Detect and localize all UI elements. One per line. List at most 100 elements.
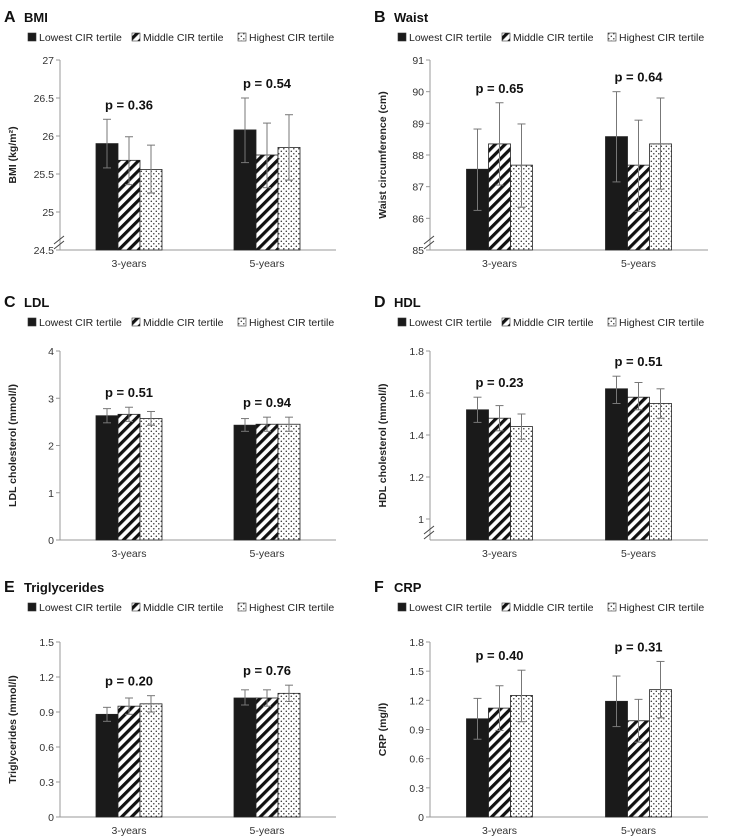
y-tick-label: 1: [418, 514, 424, 526]
bar: [510, 426, 533, 541]
legend-swatch: [607, 317, 617, 327]
legend-swatch: [501, 602, 511, 612]
bar: [139, 703, 163, 818]
legend-label: Middle CIR tertile: [143, 602, 224, 614]
y-axis-label: Waist circumference (cm): [377, 91, 389, 218]
y-tick-label: 1.5: [39, 637, 54, 649]
y-tick-label: 0: [48, 812, 54, 824]
legend-label: Middle CIR tertile: [143, 317, 224, 329]
bar: [605, 388, 628, 541]
p-value-label: p = 0.36: [105, 97, 153, 112]
y-tick-label: 26.5: [34, 93, 55, 105]
y-tick-label: 1.6: [409, 388, 424, 400]
legend-label: Highest CIR tertile: [619, 602, 704, 614]
y-tick-label: 91: [412, 55, 424, 67]
legend-swatch: [131, 602, 141, 612]
panel-letter: C: [4, 294, 16, 311]
bar: [277, 423, 301, 541]
bar: [139, 418, 163, 541]
legend-swatch: [607, 32, 617, 42]
legend-swatch: [131, 317, 141, 327]
y-tick-label: 3: [48, 393, 54, 405]
y-tick-label: 0.6: [409, 754, 424, 766]
legend-swatch: [397, 32, 407, 42]
y-tick-label: 27: [42, 55, 54, 67]
y-tick-label: 90: [412, 87, 424, 99]
x-category-label: 5-years: [621, 548, 656, 560]
legend-label: Middle CIR tertile: [513, 602, 594, 614]
y-tick-label: 1.4: [409, 430, 424, 442]
panel-title: HDL: [394, 295, 421, 310]
panel-f: F CRP Lowest CIR tertile Middle CIR tertile…: [374, 579, 708, 837]
p-value-label: p = 0.40: [475, 648, 523, 663]
x-category-label: 3-years: [482, 825, 517, 837]
legend-label: Lowest CIR tertile: [39, 602, 122, 614]
bar: [233, 424, 257, 541]
legend-swatch: [27, 602, 37, 612]
y-tick-label: 1: [48, 488, 54, 500]
y-tick-label: 4: [48, 346, 54, 358]
y-tick-label: 0: [48, 535, 54, 547]
bar: [117, 413, 141, 541]
p-value-label: p = 0.51: [105, 385, 153, 400]
legend-swatch: [397, 602, 407, 612]
bar: [95, 415, 119, 541]
x-category-label: 3-years: [482, 548, 517, 560]
y-tick-label: 88: [412, 150, 424, 162]
bar: [255, 423, 279, 541]
panel-title: BMI: [24, 10, 48, 25]
p-value-label: p = 0.54: [243, 76, 292, 91]
legend-swatch: [237, 32, 247, 42]
legend-label: Middle CIR tertile: [513, 317, 594, 329]
p-value-label: p = 0.94: [243, 395, 292, 410]
y-tick-label: 1.2: [409, 472, 424, 484]
y-tick-label: 1.8: [409, 637, 424, 649]
y-axis-label: HDL cholesterol (mmol/l): [377, 383, 389, 507]
y-axis-label: BMI (kg/m²): [7, 126, 19, 183]
legend-swatch: [27, 32, 37, 42]
axis-break-mark: [53, 235, 65, 250]
bar: [277, 692, 301, 818]
panel-letter: A: [4, 9, 16, 26]
y-tick-label: 25: [42, 207, 54, 219]
panel-a: A BMI Lowest CIR tertile Middle CIR tertile…: [4, 9, 336, 270]
x-category-label: 5-years: [621, 258, 656, 270]
legend-swatch: [501, 32, 511, 42]
y-tick-label: 0.6: [39, 742, 54, 754]
panel-letter: E: [4, 579, 15, 596]
y-tick-label: 89: [412, 118, 424, 130]
legend-swatch: [237, 602, 247, 612]
legend-label: Highest CIR tertile: [249, 602, 334, 614]
y-tick-label: 25.5: [34, 169, 55, 181]
x-category-label: 5-years: [249, 825, 284, 837]
bar: [95, 713, 119, 818]
bar: [233, 697, 257, 818]
bar: [255, 697, 279, 818]
p-value-label: p = 0.31: [614, 639, 662, 654]
p-value-label: p = 0.76: [243, 663, 291, 678]
panel-title: Waist: [394, 10, 429, 25]
panel-e: E Triglycerides Lowest CIR tertile Middle C…: [4, 579, 336, 837]
y-tick-label: 24.5: [34, 245, 55, 257]
y-tick-label: 0.3: [39, 777, 54, 789]
legend-swatch: [607, 602, 617, 612]
panel-title: Triglycerides: [24, 580, 104, 595]
panel-letter: F: [374, 579, 384, 596]
bar: [627, 396, 650, 541]
legend-label: Middle CIR tertile: [513, 32, 594, 44]
legend-label: Highest CIR tertile: [619, 32, 704, 44]
legend-label: Lowest CIR tertile: [409, 317, 492, 329]
bar: [488, 417, 511, 541]
y-tick-label: 0.9: [409, 725, 424, 737]
legend-label: Lowest CIR tertile: [409, 32, 492, 44]
x-category-label: 3-years: [111, 825, 146, 837]
legend-label: Lowest CIR tertile: [39, 32, 122, 44]
legend-label: Highest CIR tertile: [619, 317, 704, 329]
bar: [466, 409, 489, 541]
p-value-label: p = 0.51: [614, 354, 662, 369]
y-tick-label: 85: [412, 245, 424, 257]
y-axis-label: Triglycerides (mmol/l): [7, 675, 19, 784]
y-axis-label: LDL cholesterol (mmol/l): [7, 384, 19, 507]
legend-label: Lowest CIR tertile: [409, 602, 492, 614]
